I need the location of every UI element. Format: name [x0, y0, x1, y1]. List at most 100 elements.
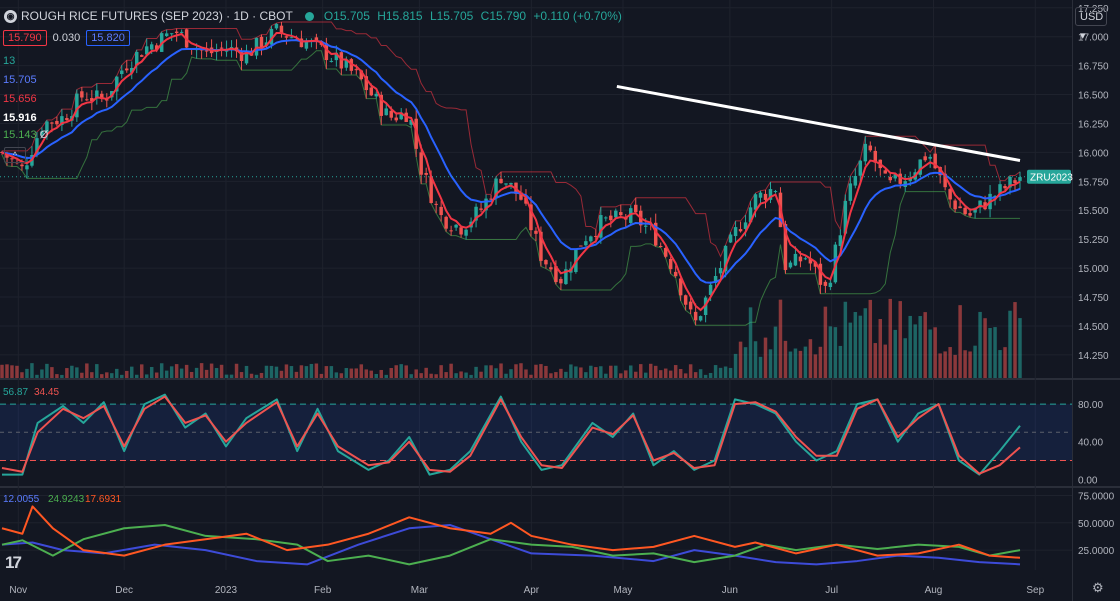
candle-body: [653, 222, 658, 246]
volume-bar: [898, 301, 902, 378]
volume-bar: [364, 369, 369, 378]
volume-bar: [419, 373, 423, 378]
volume-bar: [639, 364, 643, 378]
volume-bar: [164, 370, 169, 378]
volume-bar: [604, 373, 608, 378]
volume-bar: [948, 347, 952, 378]
volume-bar: [264, 365, 269, 378]
candle-body: [499, 178, 503, 184]
volume-bar: [823, 306, 828, 378]
ask-box[interactable]: 15.820: [86, 30, 130, 46]
volume-bar: [793, 348, 798, 378]
candle-body: [753, 194, 758, 210]
candle-body: [594, 235, 598, 237]
volume-bar: [149, 366, 154, 378]
collapse-legend-icon[interactable]: ^: [4, 147, 26, 163]
candle-body: [389, 110, 393, 118]
volume-bar: [389, 368, 393, 378]
candle-body: [95, 90, 99, 99]
candle-body: [264, 42, 269, 46]
volume-bar: [349, 368, 354, 378]
candle-body: [204, 50, 209, 52]
volume-bar: [1008, 310, 1012, 378]
time-tick-label: May: [614, 585, 633, 596]
candle-body: [80, 91, 84, 98]
candle-body: [698, 316, 703, 321]
candle-body: [429, 176, 433, 203]
volume-bar: [873, 343, 878, 378]
currency-selector[interactable]: USD ▾: [1075, 7, 1107, 42]
volume-bar: [693, 372, 698, 378]
volume-bar: [374, 373, 379, 378]
volume-bar: [404, 365, 408, 378]
candle-body: [144, 46, 149, 55]
gear-icon[interactable]: ⚙: [1092, 580, 1104, 595]
volume-bar: [174, 364, 179, 378]
lower-band: [1, 50, 1020, 326]
dmi-series-0: [1, 523, 1021, 566]
volume-bar: [0, 364, 4, 378]
dmi-tick-label: 25.0000: [1078, 546, 1115, 557]
candle-body: [544, 260, 548, 265]
candle-body: [40, 131, 44, 135]
value4-suffix: Ø: [39, 129, 49, 141]
candle-body: [259, 36, 264, 49]
volume-bar: [713, 365, 718, 378]
volume-bar: [594, 367, 598, 378]
volume-bar: [738, 341, 743, 378]
open-value: O15.705: [323, 9, 370, 23]
candle-body: [284, 36, 289, 38]
symbol-title[interactable]: ROUGH RICE FUTURES (SEP 2023) · 1D · CBO…: [21, 9, 293, 23]
dmi-series-2: [1, 505, 1021, 559]
volume-bar: [778, 299, 783, 378]
volume-bar: [229, 374, 234, 378]
candle-body: [50, 122, 54, 124]
volume-bar: [284, 364, 289, 378]
candle-body: [604, 217, 608, 219]
quote-row: 15.790 0.030 15.820: [3, 30, 130, 46]
chart-header: ◉ ROUGH RICE FUTURES (SEP 2023) · 1D · C…: [4, 9, 622, 23]
volume-bar: [564, 371, 568, 378]
volume-bar: [524, 369, 528, 378]
candle-body: [379, 94, 383, 116]
candle-body: [728, 234, 733, 243]
stoch-legend-d: 34.45: [34, 387, 59, 398]
candle-body: [314, 37, 319, 41]
candle-body: [519, 192, 523, 200]
candle-body: [504, 183, 508, 185]
volume-bar: [314, 363, 319, 378]
volume-bar: [154, 372, 159, 378]
candle-body: [788, 262, 793, 268]
candle-body: [928, 156, 932, 159]
candle-body: [873, 150, 878, 163]
candle-body: [589, 236, 593, 242]
candle-body: [968, 213, 972, 216]
candle-body: [65, 118, 69, 121]
candle-body: [115, 76, 119, 92]
volume-bar: [369, 370, 374, 378]
volume-bar: [424, 367, 428, 378]
time-tick-label: Jun: [722, 585, 738, 596]
volume-bar: [579, 367, 583, 378]
ohlc-readout: O15.705 H15.815 L15.705 C15.790 +0.110 (…: [324, 9, 622, 23]
ticker-tag: ZRU2023: [1030, 173, 1073, 184]
candle-body: [439, 206, 443, 216]
close-value: C15.790: [480, 9, 527, 23]
volume-bar: [888, 298, 892, 378]
volume-bar: [514, 364, 518, 378]
value3: 15.916: [3, 112, 37, 124]
volume-bar: [199, 363, 204, 378]
candle-body: [599, 215, 603, 238]
volume-bar: [539, 364, 543, 378]
candle-body: [279, 25, 284, 33]
candle-body: [723, 245, 728, 272]
candle-body: [678, 278, 683, 296]
candle-body: [693, 311, 698, 321]
volume-bar: [718, 367, 723, 378]
candle-body: [614, 210, 618, 218]
bid-box[interactable]: 15.790: [3, 30, 47, 46]
price-tick-label: 14.750: [1078, 293, 1109, 304]
value4: 15.143: [3, 129, 37, 141]
volume-bar: [599, 366, 603, 378]
